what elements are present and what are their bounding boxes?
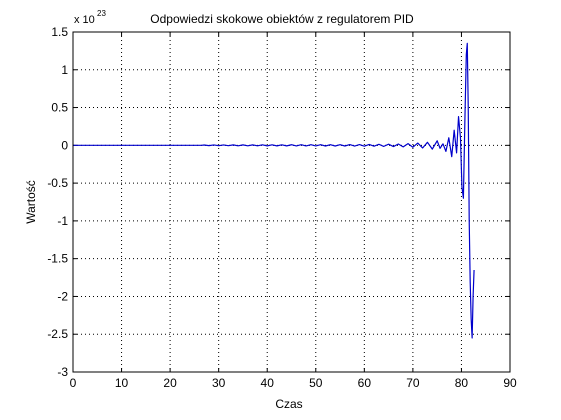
x-tick-label: 80 — [455, 376, 469, 390]
y-tick-label: 1.5 — [51, 25, 68, 39]
y-axis-label: Wartość — [24, 180, 38, 224]
y-tick-label: 0.5 — [51, 101, 68, 115]
series-lines — [73, 42, 475, 339]
x-tick-label: 60 — [358, 376, 372, 390]
x-tick-labels: 0 10 20 30 40 50 60 70 80 90 — [70, 376, 517, 390]
y-tick-label: -0.5 — [47, 176, 68, 190]
x-tick-label: 70 — [406, 376, 420, 390]
grid-lines — [73, 32, 510, 372]
x-tick-label: 40 — [261, 376, 275, 390]
plot-background — [73, 32, 510, 372]
y-tick-label: 0 — [61, 138, 68, 152]
y-tick-label: -3 — [57, 365, 68, 379]
y-tick-label: -1 — [57, 214, 68, 228]
y-tick-label: -2.5 — [47, 327, 68, 341]
x-tick-label: 50 — [309, 376, 323, 390]
chart-title: Odpowiedzi skokowe obiektów z regulatore… — [150, 12, 414, 26]
x-tick-label: 90 — [503, 376, 517, 390]
x-tick-label: 0 — [70, 376, 77, 390]
x-tick-label: 10 — [115, 376, 129, 390]
plot-frame — [72, 31, 511, 373]
y-tick-label: -2 — [57, 289, 68, 303]
y-tick-label: 1 — [61, 63, 68, 77]
y-multiplier-exponent: 23 — [97, 9, 106, 18]
y-tick-label: -1.5 — [47, 252, 68, 266]
y-multiplier-base: x 10 — [74, 14, 95, 26]
x-axis-label: Czas — [275, 397, 302, 411]
y-tick-labels: 1.5 1 0.5 0 -0.5 -1 -1.5 -2 -2.5 -3 — [47, 25, 68, 379]
series-line-0 — [73, 42, 475, 339]
x-tick-label: 30 — [212, 376, 226, 390]
x-tick-label: 20 — [163, 376, 177, 390]
